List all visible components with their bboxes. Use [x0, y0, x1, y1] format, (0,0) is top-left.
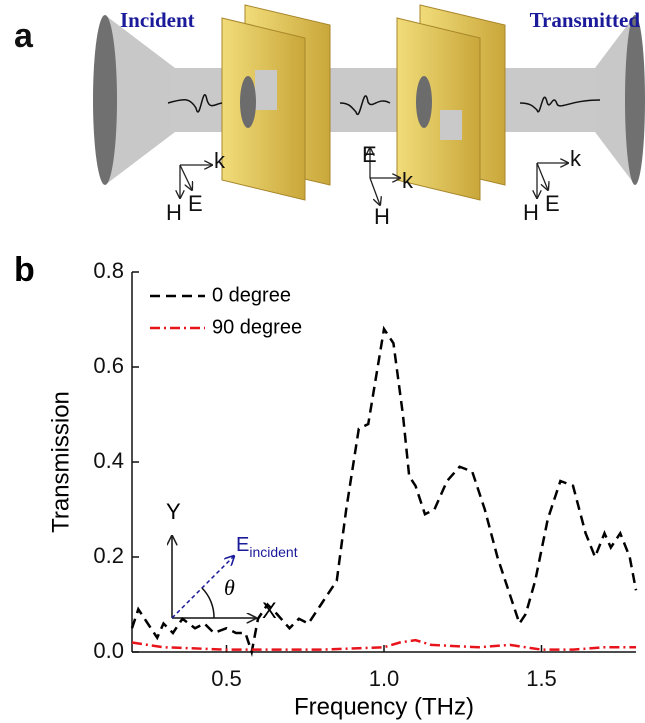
incident-label: Incident [120, 8, 195, 32]
h-label: H [374, 204, 390, 229]
y-tick-label: 0.2 [93, 543, 124, 568]
transmitted-label: Transmitted [530, 8, 641, 32]
k-label: k [214, 148, 226, 173]
y-axis-label: Transmission [47, 391, 74, 533]
y-tick-label: 0.6 [93, 353, 124, 378]
y-tick-label: 0.8 [93, 258, 124, 283]
field-subscript: incident [249, 544, 297, 560]
e-label: E [545, 191, 560, 216]
legend-label: 0 degree [212, 284, 291, 306]
k-label: k [570, 146, 582, 171]
x-axis-label: Frequency (THz) [294, 693, 474, 720]
field-label: Eincident [236, 534, 298, 559]
legend-label: 90 degree [212, 316, 302, 338]
panel-label: b [14, 251, 35, 289]
inset: Y X Eincident θ [166, 499, 298, 623]
x-tick-label: 0.5 [211, 666, 242, 691]
y-tick-label: 0.0 [93, 638, 124, 663]
x-tick-label: 1.5 [526, 666, 557, 691]
y-tick-label: 0.4 [93, 448, 124, 473]
k-label: k [402, 168, 414, 193]
panel-label: a [14, 17, 34, 55]
angle-label: θ [224, 575, 235, 600]
h-label: H [166, 200, 182, 225]
field: E [236, 534, 249, 556]
inset-y-label: Y [166, 499, 181, 524]
inset-x-label: X [262, 598, 277, 623]
e-label: E [188, 191, 203, 216]
data-line [130, 325, 638, 657]
h-label: H [523, 200, 539, 225]
e-label: E [362, 142, 377, 167]
illustration [93, 4, 645, 205]
x-tick-label: 1.0 [369, 666, 400, 691]
